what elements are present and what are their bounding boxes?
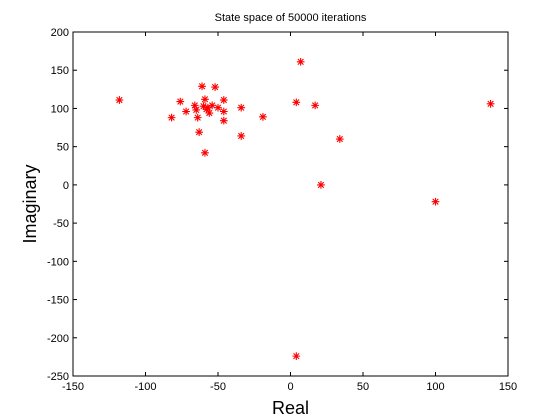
y-tick-label: -200: [47, 333, 69, 345]
data-point: [292, 352, 301, 360]
x-tick-label: 0: [287, 381, 293, 393]
data-point: [199, 102, 208, 111]
asterisk-marker: [335, 135, 344, 143]
asterisk-marker: [201, 148, 209, 157]
y-tick-label: 150: [51, 65, 69, 77]
y-tick-label: -50: [53, 218, 69, 230]
asterisk-marker: [292, 352, 301, 360]
y-tick-label: -250: [47, 371, 69, 383]
x-tick-label: 50: [357, 381, 369, 393]
data-point: [214, 103, 222, 112]
data-point: [167, 113, 176, 122]
plot-area: [72, 31, 509, 377]
data-point: [335, 135, 344, 143]
y-axis-label: Imaginary: [20, 164, 40, 243]
asterisk-marker: [208, 101, 217, 110]
data-point: [205, 109, 214, 117]
x-tick-label: -100: [134, 381, 156, 393]
y-tick-label: -150: [47, 295, 69, 307]
data-point: [431, 197, 440, 206]
data-point: [219, 116, 228, 125]
asterisk-marker: [219, 116, 228, 125]
x-tick-label: -50: [210, 381, 226, 393]
asterisk-marker: [193, 113, 202, 122]
y-tick-label: 0: [63, 180, 69, 192]
asterisk-marker: [195, 128, 203, 136]
asterisk-marker: [190, 101, 199, 110]
data-point: [195, 128, 203, 136]
data-point: [176, 97, 185, 106]
axis-ticks: -150 -100 -50 0 50 100 150 -250 -200 -150 -100 -50 0…: [47, 27, 517, 393]
data-point: [219, 107, 228, 116]
asterisk-marker: [237, 132, 246, 140]
data-point: [296, 57, 305, 66]
data-point: [292, 98, 301, 107]
y-tick-label: 100: [51, 103, 69, 115]
asterisk-marker: [205, 109, 214, 117]
asterisk-marker: [214, 103, 222, 112]
data-point: [201, 95, 209, 104]
y-tick-label: 50: [57, 142, 69, 154]
y-tick-label: -100: [47, 256, 69, 268]
data-point: [311, 101, 319, 110]
data-point: [115, 96, 124, 104]
asterisk-marker: [201, 95, 209, 104]
data-point: [198, 82, 206, 91]
asterisk-marker: [311, 101, 319, 110]
x-tick-label: 100: [426, 381, 444, 393]
y-tick-label: 200: [51, 27, 69, 39]
asterisk-marker: [296, 57, 305, 66]
asterisk-marker: [192, 106, 201, 114]
asterisk-marker: [199, 102, 208, 111]
asterisk-marker: [182, 107, 190, 116]
asterisk-marker: [292, 98, 301, 107]
asterisk-marker: [176, 97, 185, 106]
x-axis-label: Real: [272, 398, 309, 418]
asterisk-marker: [219, 107, 228, 116]
data-point: [259, 113, 267, 121]
data-point: [211, 83, 219, 91]
asterisk-marker: [115, 96, 124, 104]
data-point: [182, 107, 190, 116]
data-points: [115, 57, 495, 360]
chart-title: State space of 50000 iterations: [215, 12, 367, 24]
data-point: [208, 101, 217, 110]
asterisk-marker: [259, 113, 267, 121]
asterisk-marker: [219, 96, 228, 104]
data-point: [204, 103, 212, 112]
asterisk-marker: [211, 83, 219, 91]
data-point: [192, 106, 201, 114]
data-point: [237, 103, 246, 112]
asterisk-marker: [431, 197, 440, 206]
x-tick-label: -150: [62, 381, 84, 393]
x-tick-label: 150: [499, 381, 517, 393]
data-point: [237, 132, 246, 140]
data-point: [201, 148, 209, 157]
data-point: [317, 181, 325, 189]
data-point: [486, 100, 495, 108]
asterisk-marker: [204, 103, 212, 112]
data-point: [193, 113, 202, 122]
data-point: [190, 101, 199, 110]
data-point: [219, 96, 228, 104]
asterisk-marker: [486, 100, 495, 108]
asterisk-marker: [317, 181, 325, 189]
asterisk-marker: [167, 113, 176, 122]
asterisk-marker: [198, 82, 206, 91]
asterisk-marker: [237, 103, 246, 112]
